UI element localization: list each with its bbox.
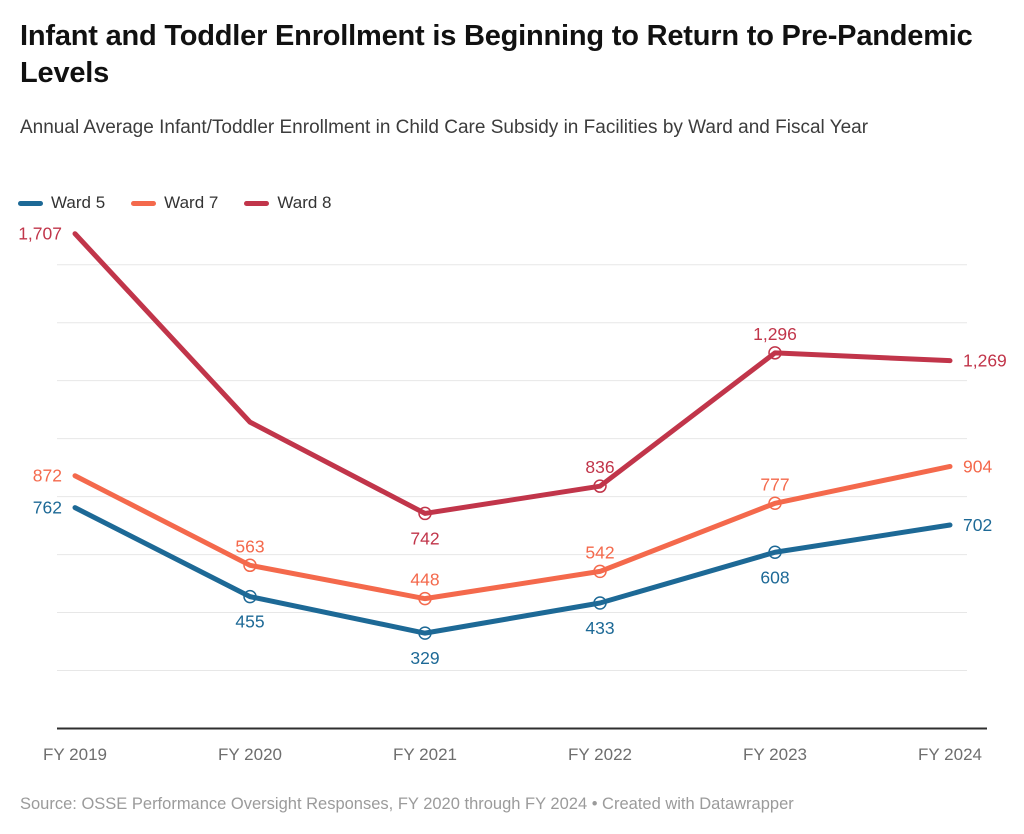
legend-label: Ward 5 (51, 193, 106, 212)
legend-swatch-icon (244, 200, 270, 206)
data-point-marker[interactable] (418, 591, 432, 606)
data-point-label: 872 (33, 466, 62, 486)
data-point-label: 762 (33, 498, 62, 518)
legend-label: Ward 7 (164, 193, 219, 212)
data-point-label: 608 (760, 567, 789, 587)
series-line-ward-5[interactable] (72, 505, 953, 636)
data-point-marker[interactable] (243, 589, 257, 604)
chart-title: Infant and Toddler Enrollment is Beginni… (20, 20, 973, 90)
x-tick-label: FY 2022 (568, 745, 632, 764)
data-point-label: 702 (963, 515, 992, 535)
legend-item-ward-8: Ward 8 (244, 193, 332, 213)
data-point-label: 1,296 (753, 324, 797, 344)
data-point-marker[interactable] (593, 596, 607, 610)
x-tick-label: FY 2024 (918, 745, 982, 764)
data-point-marker[interactable] (418, 626, 432, 640)
data-point-label: 448 (410, 570, 439, 590)
legend: Ward 5 Ward 7 Ward 8 (18, 193, 332, 213)
data-point-label: 904 (963, 456, 992, 476)
x-tick-label: FY 2023 (743, 745, 807, 764)
data-point-marker[interactable] (593, 479, 607, 493)
data-point-label: 542 (585, 542, 614, 562)
data-point-label: 455 (235, 612, 264, 632)
x-tick-label: FY 2021 (393, 745, 457, 764)
x-tick-label: FY 2020 (218, 745, 282, 764)
data-point-marker[interactable] (768, 496, 782, 511)
legend-swatch-icon (18, 200, 43, 206)
data-point-marker[interactable] (768, 346, 782, 360)
chart-header: Infant and Toddler Enrollment is Beginni… (20, 18, 1010, 142)
data-point-marker[interactable] (243, 558, 257, 573)
legend-swatch-icon (131, 200, 157, 206)
data-point-marker[interactable] (593, 564, 607, 579)
source-note: Source: OSSE Performance Oversight Respo… (20, 795, 794, 813)
data-point-label: 1,707 (18, 224, 62, 244)
data-point-label: 1,269 (963, 351, 1007, 371)
series-line-ward-8[interactable] (72, 231, 953, 516)
series-line-ward-7[interactable] (72, 463, 953, 602)
x-tick-label: FY 2019 (43, 745, 107, 764)
legend-label: Ward 8 (277, 193, 332, 212)
data-point-marker[interactable] (768, 545, 782, 560)
data-point-label: 742 (410, 528, 439, 548)
data-point-label: 433 (585, 618, 614, 638)
legend-item-ward-7: Ward 7 (131, 193, 218, 213)
chart-subtitle: Annual Average Infant/Toddler Enrollment… (20, 117, 869, 139)
data-point-label: 836 (585, 457, 614, 477)
data-point-marker[interactable] (418, 506, 432, 521)
data-point-label: 563 (235, 536, 264, 556)
data-point-label: 777 (760, 474, 789, 494)
legend-item-ward-5: Ward 5 (18, 193, 105, 213)
data-point-label: 329 (410, 648, 439, 668)
